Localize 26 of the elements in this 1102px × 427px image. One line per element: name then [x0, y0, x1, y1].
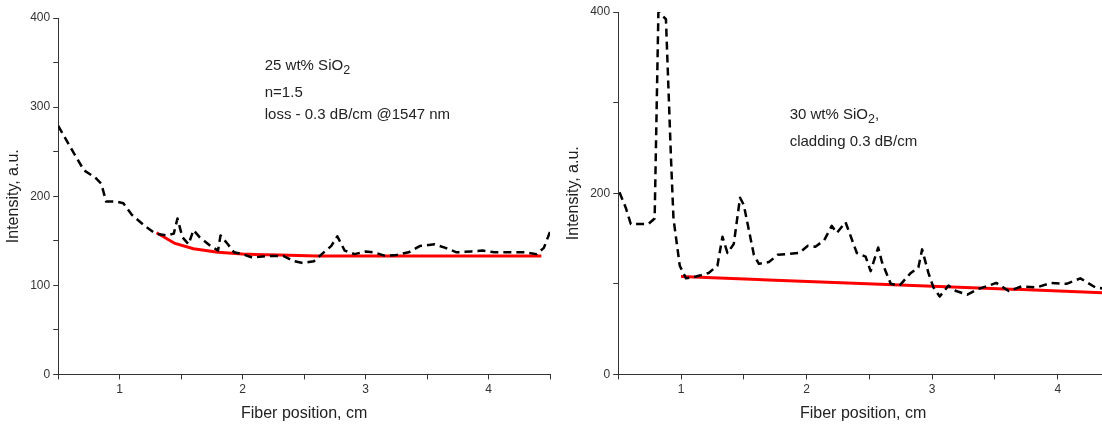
- x-tick-label: 1: [116, 381, 124, 396]
- x-axis-title: Fiber position, cm: [240, 403, 368, 421]
- y-axis-title: Intensity, a.u.: [4, 149, 22, 244]
- x-tick-label: 4: [485, 381, 493, 396]
- annotation: loss - 0.3 dB/cm @1547 nm: [264, 103, 451, 124]
- annotation: n=1.5: [264, 81, 304, 102]
- y-axis-title: Intensity, a.u.: [564, 146, 582, 241]
- annotation: 25 wt% SiO$_{2}$: [264, 54, 352, 79]
- y-tick-label: 300: [30, 99, 51, 114]
- x-tick-label: 3: [362, 381, 370, 396]
- x-tick-label: 2: [239, 381, 247, 396]
- x-tick-label: 2: [803, 381, 811, 396]
- x-axis-title: Fiber position, cm: [799, 403, 927, 421]
- y-tick-label: 200: [30, 188, 51, 203]
- annotation: 30 wt% SiO$_{2}$,: [789, 103, 881, 128]
- annotation: cladding 0.3 dB/cm: [789, 130, 918, 151]
- x-tick-label: 4: [1054, 381, 1062, 396]
- y-tick-label: 200: [590, 185, 611, 200]
- y-tick-label: 100: [30, 277, 51, 292]
- y-tick-label: 0: [43, 366, 51, 381]
- x-tick-label: 3: [928, 381, 936, 396]
- y-tick-label: 400: [590, 4, 611, 19]
- y-tick-label: 0: [603, 366, 611, 381]
- line-series: [58, 124, 550, 265]
- x-tick-label: 1: [677, 381, 685, 396]
- y-tick-label: 400: [30, 10, 51, 25]
